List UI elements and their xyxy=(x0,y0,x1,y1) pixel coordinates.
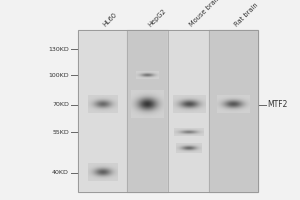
Bar xyxy=(168,30,209,192)
Text: Rat brain: Rat brain xyxy=(234,2,260,28)
Bar xyxy=(127,30,168,192)
Text: Mouse brain: Mouse brain xyxy=(189,0,222,28)
Text: MTF2: MTF2 xyxy=(267,100,287,109)
Text: 55KD: 55KD xyxy=(52,130,69,135)
Text: 100KD: 100KD xyxy=(48,73,69,78)
Text: HepG2: HepG2 xyxy=(147,8,167,28)
Text: 130KD: 130KD xyxy=(48,47,69,52)
Bar xyxy=(78,30,258,192)
Text: 40KD: 40KD xyxy=(52,170,69,175)
Text: HL60: HL60 xyxy=(102,12,119,28)
Text: 70KD: 70KD xyxy=(52,102,69,107)
Bar xyxy=(209,30,258,192)
Bar xyxy=(78,30,127,192)
